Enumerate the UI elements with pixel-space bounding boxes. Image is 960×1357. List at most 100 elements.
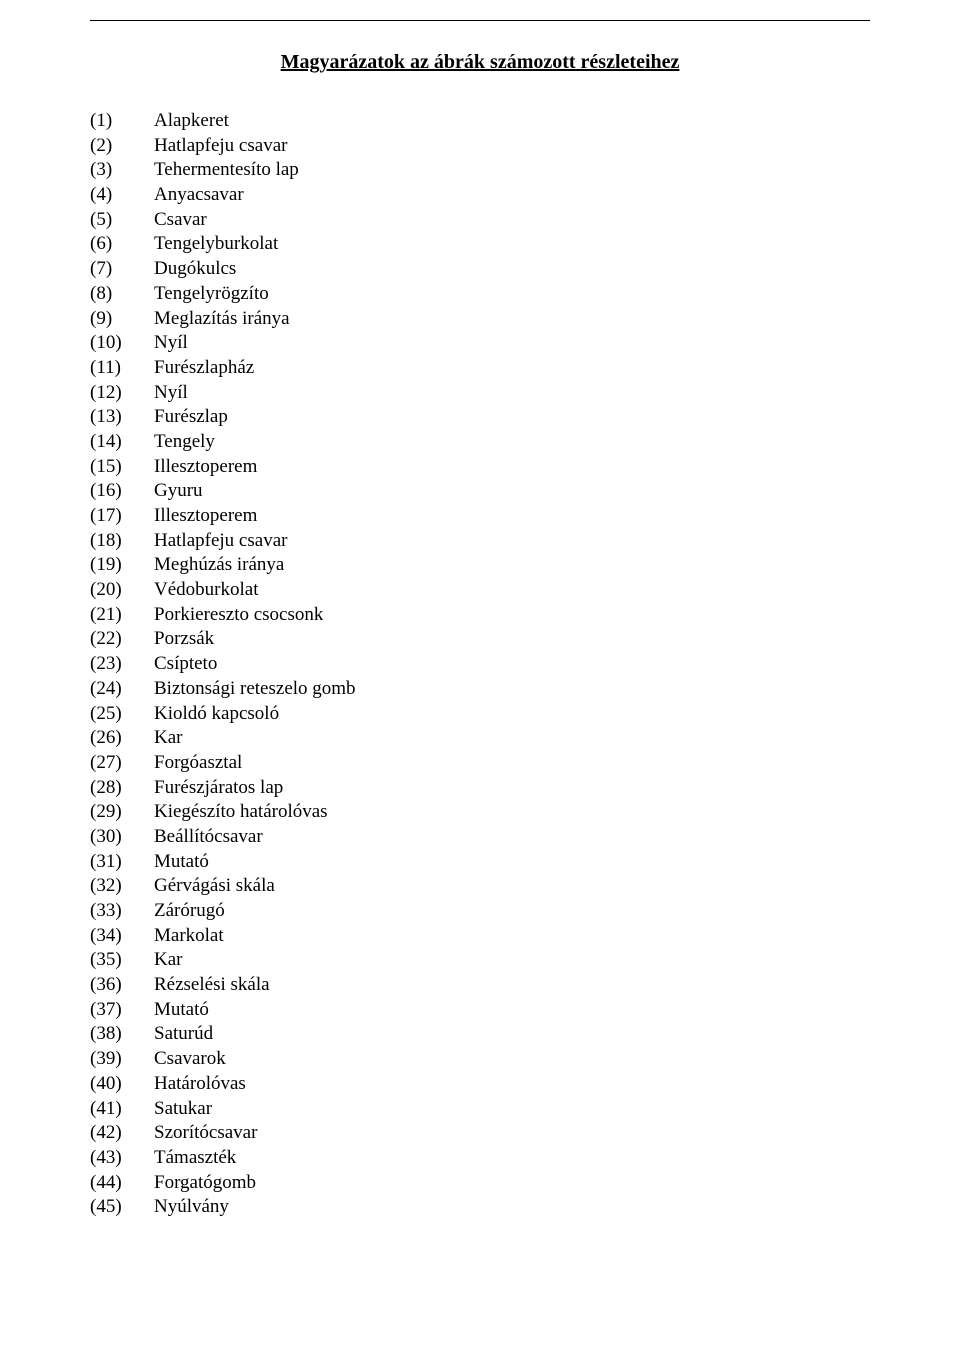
item-text: Anyacsavar: [154, 183, 870, 208]
item-text: Csavarok: [154, 1047, 870, 1072]
item-number: (10): [90, 331, 154, 356]
item-number: (7): [90, 257, 154, 282]
item-number: (35): [90, 948, 154, 973]
item-text: Csípteto: [154, 652, 870, 677]
list-item: (1)Alapkeret: [90, 109, 870, 134]
item-text: Illesztoperem: [154, 504, 870, 529]
item-text: Rézselési skála: [154, 973, 870, 998]
item-text: Védoburkolat: [154, 578, 870, 603]
list-item: (39)Csavarok: [90, 1047, 870, 1072]
item-number: (44): [90, 1171, 154, 1196]
list-item: (31)Mutató: [90, 850, 870, 875]
item-number: (1): [90, 109, 154, 134]
list-item: (22)Porzsák: [90, 627, 870, 652]
item-text: Illesztoperem: [154, 455, 870, 480]
item-text: Határolóvas: [154, 1072, 870, 1097]
list-item: (33)Zárórugó: [90, 899, 870, 924]
item-text: Dugókulcs: [154, 257, 870, 282]
item-number: (39): [90, 1047, 154, 1072]
list-item: (5)Csavar: [90, 208, 870, 233]
list-item: (44)Forgatógomb: [90, 1171, 870, 1196]
item-text: Alapkeret: [154, 109, 870, 134]
item-text: Gyuru: [154, 479, 870, 504]
item-text: Meglazítás iránya: [154, 307, 870, 332]
item-text: Szorítócsavar: [154, 1121, 870, 1146]
list-item: (30)Beállítócsavar: [90, 825, 870, 850]
item-text: Támaszték: [154, 1146, 870, 1171]
list-item: (43)Támaszték: [90, 1146, 870, 1171]
item-number: (32): [90, 874, 154, 899]
list-item: (24)Biztonsági reteszelo gomb: [90, 677, 870, 702]
list-item: (17)Illesztoperem: [90, 504, 870, 529]
item-number: (13): [90, 405, 154, 430]
item-text: Furészlapház: [154, 356, 870, 381]
list-item: (16)Gyuru: [90, 479, 870, 504]
item-text: Csavar: [154, 208, 870, 233]
list-item: (37)Mutató: [90, 998, 870, 1023]
list-item: (41)Satukar: [90, 1097, 870, 1122]
item-number: (24): [90, 677, 154, 702]
list-item: (19)Meghúzás iránya: [90, 553, 870, 578]
item-text: Mutató: [154, 998, 870, 1023]
item-number: (40): [90, 1072, 154, 1097]
item-text: Forgóasztal: [154, 751, 870, 776]
page-title: Magyarázatok az ábrák számozott részlete…: [90, 51, 870, 74]
item-text: Meghúzás iránya: [154, 553, 870, 578]
item-number: (3): [90, 158, 154, 183]
item-number: (11): [90, 356, 154, 381]
item-text: Tengelyrögzíto: [154, 282, 870, 307]
item-text: Beállítócsavar: [154, 825, 870, 850]
item-number: (17): [90, 504, 154, 529]
item-number: (42): [90, 1121, 154, 1146]
item-text: Porzsák: [154, 627, 870, 652]
item-number: (5): [90, 208, 154, 233]
item-number: (29): [90, 800, 154, 825]
item-text: Furészjáratos lap: [154, 776, 870, 801]
item-number: (18): [90, 529, 154, 554]
list-item: (40)Határolóvas: [90, 1072, 870, 1097]
item-number: (34): [90, 924, 154, 949]
list-item: (8)Tengelyrögzíto: [90, 282, 870, 307]
list-item: (38)Saturúd: [90, 1022, 870, 1047]
item-number: (26): [90, 726, 154, 751]
list-item: (2)Hatlapfeju csavar: [90, 134, 870, 159]
list-item: (34)Markolat: [90, 924, 870, 949]
item-number: (33): [90, 899, 154, 924]
item-number: (12): [90, 381, 154, 406]
list-item: (15)Illesztoperem: [90, 455, 870, 480]
item-number: (2): [90, 134, 154, 159]
item-number: (31): [90, 850, 154, 875]
item-text: Kar: [154, 726, 870, 751]
item-number: (45): [90, 1195, 154, 1220]
list-item: (20)Védoburkolat: [90, 578, 870, 603]
item-number: (30): [90, 825, 154, 850]
item-text: Furészlap: [154, 405, 870, 430]
item-text: Forgatógomb: [154, 1171, 870, 1196]
list-item: (4)Anyacsavar: [90, 183, 870, 208]
item-text: Kioldó kapcsoló: [154, 702, 870, 727]
list-item: (27)Forgóasztal: [90, 751, 870, 776]
list-item: (18)Hatlapfeju csavar: [90, 529, 870, 554]
item-number: (22): [90, 627, 154, 652]
item-text: Markolat: [154, 924, 870, 949]
item-text: Tehermentesíto lap: [154, 158, 870, 183]
item-number: (27): [90, 751, 154, 776]
list-item: (26)Kar: [90, 726, 870, 751]
list-item: (25)Kioldó kapcsoló: [90, 702, 870, 727]
list-item: (32)Gérvágási skála: [90, 874, 870, 899]
item-number: (36): [90, 973, 154, 998]
item-number: (14): [90, 430, 154, 455]
list-item: (6)Tengelyburkolat: [90, 232, 870, 257]
list-item: (11)Furészlapház: [90, 356, 870, 381]
list-item: (7)Dugókulcs: [90, 257, 870, 282]
list-item: (14)Tengely: [90, 430, 870, 455]
item-number: (43): [90, 1146, 154, 1171]
item-number: (37): [90, 998, 154, 1023]
item-text: Nyíl: [154, 381, 870, 406]
item-text: Kar: [154, 948, 870, 973]
item-text: Hatlapfeju csavar: [154, 529, 870, 554]
list-item: (23)Csípteto: [90, 652, 870, 677]
list-item: (42)Szorítócsavar: [90, 1121, 870, 1146]
list-item: (28)Furészjáratos lap: [90, 776, 870, 801]
list-item: (29)Kiegészíto határolóvas: [90, 800, 870, 825]
